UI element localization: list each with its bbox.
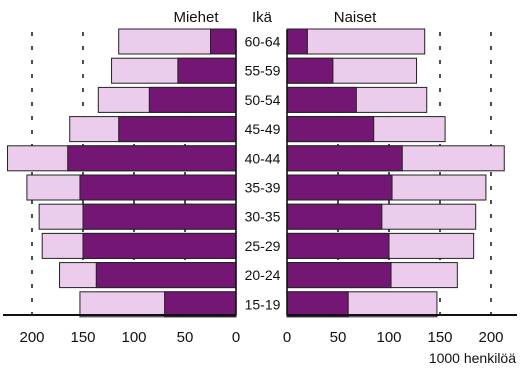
tick-label-right: 50 bbox=[330, 329, 347, 346]
bar-men-inner bbox=[177, 57, 237, 84]
unit-label: 1000 henkilöä bbox=[429, 350, 516, 366]
header-men: Miehet bbox=[173, 9, 219, 26]
bar-men-inner bbox=[210, 28, 237, 55]
age-label: 50-54 bbox=[245, 92, 281, 108]
tick-label-right: 150 bbox=[427, 329, 452, 346]
bar-men-inner bbox=[82, 232, 237, 259]
bar-women-total bbox=[286, 28, 426, 55]
bar-men-inner bbox=[95, 262, 237, 289]
bar-men-inner bbox=[164, 291, 237, 318]
bar-women-inner bbox=[286, 57, 334, 84]
age-label: 45-49 bbox=[245, 121, 281, 137]
tick-label-left: 150 bbox=[70, 329, 95, 346]
bars bbox=[7, 28, 505, 318]
age-label: 55-59 bbox=[245, 63, 281, 79]
age-label: 40-44 bbox=[245, 150, 281, 166]
bar-women-inner bbox=[286, 116, 375, 143]
age-label: 25-29 bbox=[245, 238, 281, 254]
bar-women-inner bbox=[286, 174, 393, 201]
tick-label-right: 200 bbox=[478, 329, 503, 346]
tick-label-left: 200 bbox=[19, 329, 44, 346]
age-label: 30-35 bbox=[245, 209, 281, 225]
age-label: 35-39 bbox=[245, 180, 281, 196]
age-label: 60-64 bbox=[245, 34, 281, 50]
bar-women-inner bbox=[286, 262, 392, 289]
bar-men-inner bbox=[79, 174, 237, 201]
tick-label-left: 100 bbox=[121, 329, 146, 346]
bar-women-inner bbox=[286, 232, 390, 259]
tick-label-right: 100 bbox=[376, 329, 401, 346]
tick-label-left: 50 bbox=[177, 329, 194, 346]
header-age: Ikä bbox=[252, 9, 273, 26]
tick-label-left: 0 bbox=[232, 329, 240, 346]
age-label: 15-19 bbox=[245, 296, 281, 312]
grid-lines bbox=[31, 32, 492, 315]
header-women: Naiset bbox=[334, 9, 377, 26]
bar-women-inner bbox=[286, 86, 357, 113]
bar-women-inner bbox=[286, 145, 403, 172]
bar-men-inner bbox=[67, 145, 237, 172]
bar-men-inner bbox=[82, 203, 237, 230]
age-label: 20-24 bbox=[245, 267, 281, 283]
bar-women-inner bbox=[286, 203, 383, 230]
bar-women-inner bbox=[286, 28, 308, 55]
age-labels: 60-64 55-59 50-54 45-49 40-44 35-39 30-35 25-29… bbox=[245, 34, 281, 313]
tick-label-right: 0 bbox=[283, 329, 291, 346]
bar-men-inner bbox=[118, 116, 237, 143]
bar-women-inner bbox=[286, 291, 349, 318]
bar-men-inner bbox=[148, 86, 237, 113]
axes: 200 150 100 50 0 0 50 100 150 200 bbox=[3, 30, 517, 346]
